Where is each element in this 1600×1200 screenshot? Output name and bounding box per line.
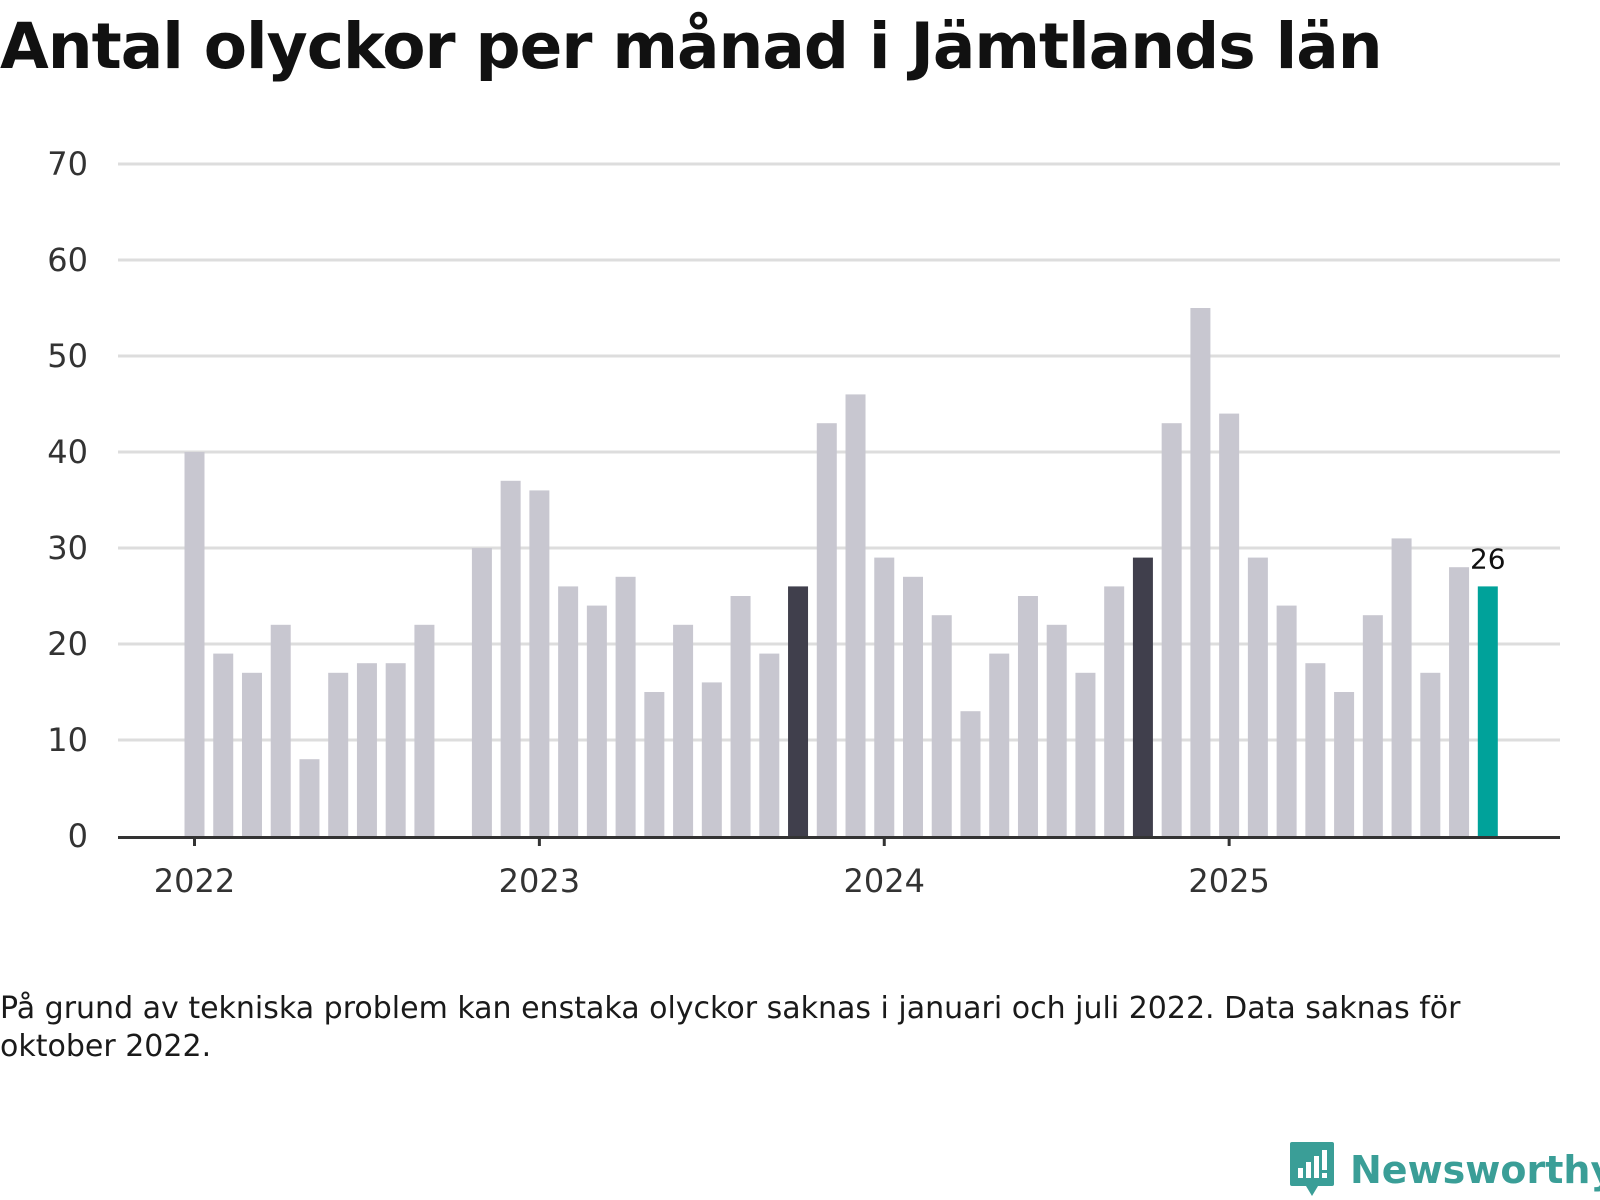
x-tick-label-2022: 2022 <box>154 862 235 900</box>
bar-2022-01 <box>184 452 205 836</box>
y-tick-label-10: 10 <box>47 721 88 759</box>
chart-title: Antal olyckor per månad i Jämtlands län <box>0 10 1383 83</box>
brand-logo: Newsworthy <box>1288 1140 1600 1200</box>
bar-2023-08 <box>730 596 751 836</box>
bar-2024-05 <box>989 653 1010 836</box>
bar-chart: 0 10 20 30 40 50 60 70 2022 2023 2024 2025 26 <box>47 145 1560 900</box>
bar-2024-03 <box>931 615 952 836</box>
bar-2023-01 <box>529 490 550 836</box>
y-axis-ticks: 0 10 20 30 40 50 60 70 <box>47 145 88 855</box>
bar-2024-01 <box>874 557 895 836</box>
bar-2025-06 <box>1362 615 1383 836</box>
y-tick-label-50: 50 <box>47 337 88 375</box>
bar-2024-04 <box>960 711 981 836</box>
bar-2024-09 <box>1104 586 1125 836</box>
y-tick-label-60: 60 <box>47 241 88 279</box>
gridlines <box>118 162 1560 742</box>
x-tick-label-2024: 2024 <box>844 862 925 900</box>
bar-2024-02 <box>903 576 923 836</box>
bar-2025-09 <box>1449 567 1470 836</box>
x-tick-label-2023: 2023 <box>499 862 580 900</box>
bar-2025-02 <box>1247 557 1268 836</box>
bar-2025-04 <box>1305 663 1326 836</box>
bar-2022-09 <box>414 624 435 836</box>
y-tick-label-70: 70 <box>47 145 88 183</box>
bar-2024-12 <box>1190 308 1211 836</box>
y-tick-label-20: 20 <box>47 625 88 663</box>
bar-2023-10 <box>788 586 809 836</box>
y-tick-label-0: 0 <box>68 817 88 855</box>
bar-2022-02 <box>213 653 234 836</box>
y-tick-label-30: 30 <box>47 529 88 567</box>
bar-2024-10 <box>1132 557 1153 836</box>
data-label-2025-10: 26 <box>1470 542 1506 575</box>
bar-2022-11 <box>471 548 492 836</box>
bar-2022-04 <box>270 624 291 836</box>
footnote: På grund av tekniska problem kan enstaka… <box>0 991 1461 1064</box>
bar-2023-07 <box>701 682 722 836</box>
bar-2023-06 <box>673 624 694 836</box>
bar-2022-05 <box>299 759 320 836</box>
bar-2025-08 <box>1420 672 1441 836</box>
bar-2025-03 <box>1276 605 1297 836</box>
bar-2022-12 <box>500 480 521 836</box>
bar-2023-09 <box>759 653 780 836</box>
bar-2025-01 <box>1219 413 1240 836</box>
bar-2025-05 <box>1334 692 1355 836</box>
bar-2022-03 <box>241 672 262 836</box>
bar-2025-07 <box>1391 538 1412 836</box>
bar-2024-11 <box>1161 423 1182 836</box>
x-axis-ticks: 2022 2023 2024 2025 <box>154 836 1270 900</box>
bar-2023-03 <box>586 605 607 836</box>
newsworthy-logo-icon <box>1290 1142 1334 1196</box>
bar-2022-08 <box>385 663 406 836</box>
bar-2023-02 <box>558 586 579 836</box>
bar-2024-08 <box>1075 672 1096 836</box>
bar-2022-06 <box>328 672 349 836</box>
bar-2023-05 <box>644 692 665 836</box>
y-tick-label-40: 40 <box>47 433 88 471</box>
data-labels: 26 <box>1470 542 1506 575</box>
bars <box>184 308 1498 836</box>
bar-2023-11 <box>816 423 837 836</box>
bar-2024-07 <box>1046 624 1067 836</box>
brand-name: Newsworthy <box>1350 1148 1600 1192</box>
bar-2025-10 <box>1477 586 1498 836</box>
bar-2023-04 <box>615 576 636 836</box>
bar-2023-12 <box>845 394 866 836</box>
bar-2024-06 <box>1017 596 1038 836</box>
bar-2022-07 <box>356 663 377 836</box>
x-tick-label-2025: 2025 <box>1188 862 1269 900</box>
